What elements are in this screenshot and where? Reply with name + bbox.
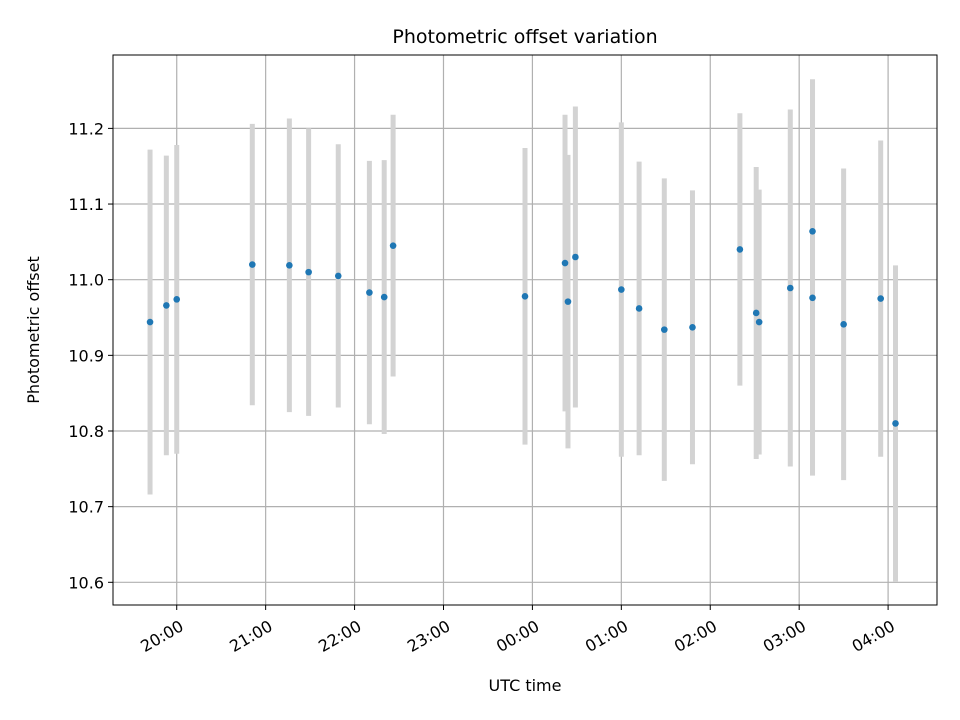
data-point bbox=[892, 420, 899, 427]
y-tick-label: 11.2 bbox=[68, 119, 104, 138]
data-point bbox=[305, 268, 312, 276]
data-point bbox=[249, 261, 256, 268]
data-point bbox=[840, 321, 847, 328]
data-points bbox=[146, 227, 899, 427]
plot-frame bbox=[112, 54, 938, 606]
data-point bbox=[689, 324, 696, 331]
data-point bbox=[661, 326, 668, 333]
data-point bbox=[163, 302, 170, 309]
y-axis-label: Photometric offset bbox=[24, 256, 43, 404]
data-point bbox=[635, 305, 643, 312]
y-tick-label: 10.7 bbox=[68, 498, 104, 517]
data-point bbox=[521, 293, 529, 300]
data-point bbox=[146, 318, 154, 326]
y-tick-label: 11.0 bbox=[68, 271, 104, 290]
data-point bbox=[877, 295, 884, 302]
chart-title: Photometric offset variation bbox=[392, 26, 657, 48]
data-point bbox=[809, 294, 816, 302]
data-point bbox=[561, 259, 569, 267]
data-point bbox=[809, 227, 816, 235]
data-point bbox=[564, 298, 572, 305]
data-point bbox=[736, 246, 744, 253]
data-point bbox=[752, 309, 760, 317]
x-axis-label: UTC time bbox=[489, 676, 562, 695]
data-point bbox=[366, 289, 373, 296]
data-point bbox=[389, 242, 397, 249]
y-tick-label: 11.1 bbox=[68, 195, 104, 214]
data-point bbox=[755, 318, 763, 326]
data-point bbox=[786, 284, 794, 292]
data-point bbox=[286, 262, 293, 269]
y-tick-label: 10.8 bbox=[68, 422, 104, 441]
data-point bbox=[380, 293, 388, 301]
data-point bbox=[173, 296, 181, 303]
data-point bbox=[334, 272, 342, 280]
y-tick-label: 10.9 bbox=[68, 346, 104, 365]
data-point bbox=[572, 253, 579, 261]
y-tick-label: 10.6 bbox=[68, 573, 104, 592]
data-point bbox=[618, 286, 625, 293]
